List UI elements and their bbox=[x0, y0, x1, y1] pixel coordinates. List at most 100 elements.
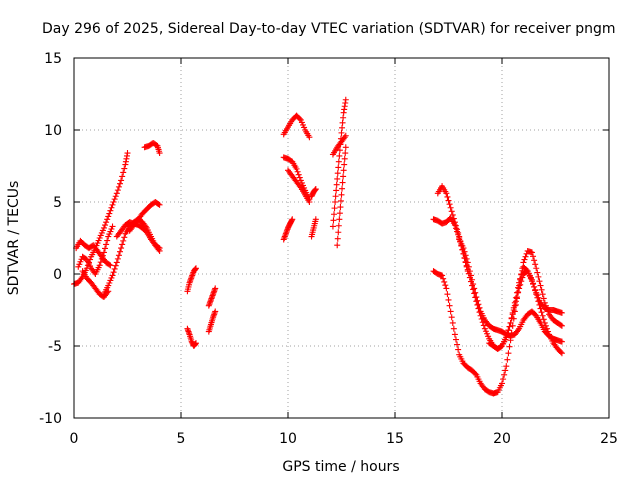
data-point bbox=[522, 253, 529, 260]
data-point bbox=[155, 201, 162, 208]
data-point bbox=[530, 253, 537, 260]
data-point bbox=[558, 350, 565, 357]
data-point bbox=[336, 216, 343, 223]
data-point bbox=[289, 216, 296, 223]
data-point bbox=[104, 216, 111, 223]
data-point bbox=[114, 187, 121, 194]
data-point bbox=[443, 190, 450, 197]
x-axis-label: GPS time / hours bbox=[282, 459, 399, 475]
data-point bbox=[545, 308, 552, 315]
data-point bbox=[108, 204, 115, 211]
data-point bbox=[450, 215, 457, 222]
series-t6 bbox=[113, 219, 163, 252]
data-point bbox=[329, 223, 336, 230]
data-point bbox=[472, 370, 479, 377]
data-point bbox=[518, 278, 525, 285]
data-point bbox=[471, 290, 478, 297]
x-tick-label: 20 bbox=[493, 431, 511, 447]
data-point bbox=[444, 193, 451, 200]
series-t3 bbox=[75, 223, 116, 277]
series-t8 bbox=[141, 139, 163, 157]
series-t13 bbox=[280, 216, 296, 243]
data-point bbox=[470, 281, 477, 288]
data-point bbox=[542, 322, 549, 329]
data-point bbox=[112, 262, 119, 269]
data-point bbox=[505, 350, 512, 357]
data-point bbox=[332, 193, 339, 200]
data-point bbox=[480, 322, 487, 329]
data-point bbox=[442, 282, 449, 289]
data-point bbox=[517, 281, 524, 288]
data-point bbox=[557, 349, 564, 356]
data-point bbox=[536, 301, 543, 308]
data-point bbox=[443, 285, 450, 292]
data-point bbox=[107, 207, 114, 214]
data-point bbox=[156, 201, 163, 208]
data-point bbox=[332, 199, 339, 205]
data-point bbox=[541, 299, 548, 306]
data-point bbox=[454, 226, 461, 233]
data-point bbox=[121, 165, 128, 172]
x-tick-label: 25 bbox=[600, 431, 618, 447]
series-t26 bbox=[486, 268, 565, 357]
data-point bbox=[339, 124, 346, 131]
data-point bbox=[539, 312, 546, 319]
data-point bbox=[533, 291, 540, 298]
data-point bbox=[102, 222, 109, 229]
series-t23 bbox=[434, 183, 471, 275]
data-point bbox=[502, 367, 509, 374]
data-point bbox=[513, 294, 520, 301]
data-point bbox=[339, 119, 346, 126]
data-point bbox=[537, 305, 544, 312]
data-point bbox=[306, 199, 313, 205]
data-point bbox=[115, 183, 122, 190]
data-point bbox=[335, 158, 342, 165]
data-series bbox=[71, 96, 565, 397]
data-point bbox=[335, 229, 342, 236]
data-point bbox=[336, 152, 343, 159]
data-point bbox=[107, 262, 114, 269]
x-tick-label: 0 bbox=[70, 431, 79, 447]
data-point bbox=[335, 222, 342, 229]
data-point bbox=[117, 248, 124, 255]
data-point bbox=[472, 289, 479, 296]
data-point bbox=[520, 259, 527, 266]
data-point bbox=[536, 278, 543, 285]
series-t24 bbox=[430, 247, 565, 397]
series-t21 bbox=[329, 132, 349, 158]
data-point bbox=[471, 285, 478, 292]
series-t20 bbox=[334, 144, 349, 249]
data-point bbox=[335, 164, 342, 171]
data-point bbox=[448, 208, 455, 215]
series-t14 bbox=[280, 112, 313, 141]
data-point bbox=[104, 237, 111, 244]
y-tick-label: -5 bbox=[48, 339, 62, 355]
data-point bbox=[446, 201, 453, 208]
y-tick-label: 10 bbox=[44, 123, 62, 139]
data-point bbox=[558, 322, 565, 329]
series-t12 bbox=[205, 285, 219, 309]
data-point bbox=[105, 213, 112, 220]
data-point bbox=[516, 285, 523, 292]
data-point bbox=[473, 294, 480, 301]
data-point bbox=[103, 241, 110, 248]
data-point bbox=[118, 177, 125, 184]
data-point bbox=[528, 249, 535, 256]
data-point bbox=[451, 331, 458, 338]
data-point bbox=[100, 224, 107, 231]
data-point bbox=[543, 305, 550, 312]
data-point bbox=[114, 255, 121, 262]
data-point bbox=[532, 261, 539, 268]
data-point bbox=[111, 196, 118, 203]
data-point bbox=[96, 262, 103, 269]
data-point bbox=[333, 187, 340, 194]
data-point bbox=[441, 278, 448, 285]
data-point bbox=[333, 181, 340, 188]
data-point bbox=[212, 308, 219, 315]
data-point bbox=[528, 276, 535, 283]
data-point bbox=[342, 144, 349, 151]
data-point bbox=[466, 268, 473, 275]
data-point bbox=[469, 276, 476, 283]
data-point bbox=[120, 169, 127, 176]
